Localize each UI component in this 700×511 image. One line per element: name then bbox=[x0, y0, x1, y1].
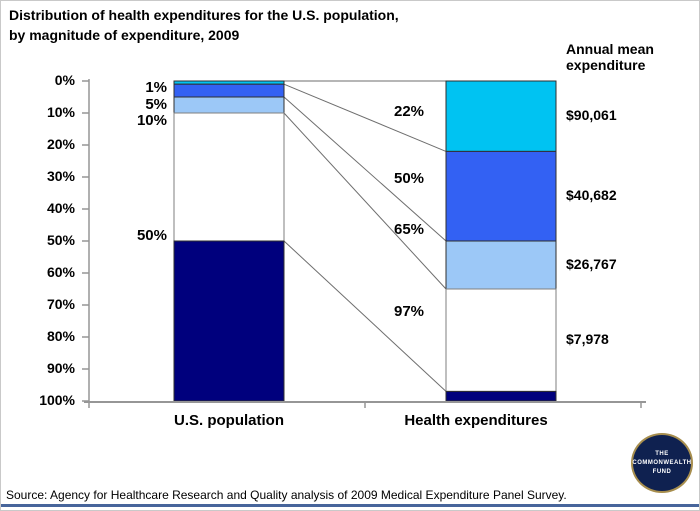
population-cumulative-label: 1% bbox=[145, 79, 167, 96]
annual-mean-value: $40,682 bbox=[566, 187, 617, 204]
logo-line-1: THE bbox=[655, 450, 669, 457]
y-tick-label: 90% bbox=[46, 360, 75, 376]
y-tick-label: 80% bbox=[46, 328, 75, 344]
expenditure-cumulative-label: 22% bbox=[393, 103, 425, 120]
bar-segment-expenditures-2 bbox=[445, 240, 557, 290]
y-tick-label: 100% bbox=[39, 392, 75, 408]
bar-segment-expenditures-4 bbox=[445, 390, 557, 402]
bar-segment-expenditures-0 bbox=[445, 80, 557, 152]
y-tick-label: 10% bbox=[46, 104, 75, 120]
y-tick-label: 70% bbox=[46, 296, 75, 312]
connector-line bbox=[283, 83, 447, 152]
y-tick-label: 60% bbox=[46, 264, 75, 280]
expenditure-cumulative-label: 65% bbox=[393, 221, 425, 238]
y-tick-label: 0% bbox=[54, 72, 75, 88]
bar-segment-population-3 bbox=[173, 112, 285, 242]
logo-line-2: COMMONWEALTH bbox=[632, 459, 692, 466]
bar-segment-population-1 bbox=[173, 83, 285, 98]
y-tick-label: 50% bbox=[46, 232, 75, 248]
bar-segment-population-2 bbox=[173, 96, 285, 114]
annual-mean-header: Annual mean expenditure bbox=[566, 41, 654, 74]
population-cumulative-label: 10% bbox=[136, 112, 167, 129]
bottom-rule bbox=[1, 504, 699, 507]
connector-line bbox=[283, 240, 447, 392]
connector-line bbox=[283, 112, 447, 290]
y-tick-label: 20% bbox=[46, 136, 75, 152]
category-label-us-population: U.S. population bbox=[174, 412, 284, 429]
bar-segment-expenditures-1 bbox=[445, 150, 557, 242]
population-cumulative-label: 50% bbox=[136, 227, 167, 244]
y-tick-label: 40% bbox=[46, 200, 75, 216]
logo-line-3: FUND bbox=[652, 468, 672, 475]
annual-mean-value: $90,061 bbox=[566, 107, 617, 124]
source-note: Source: Agency for Healthcare Research a… bbox=[6, 488, 567, 502]
expenditure-cumulative-label: 50% bbox=[393, 170, 425, 187]
annual-mean-value: $26,767 bbox=[566, 256, 617, 272]
population-cumulative-label: 5% bbox=[145, 96, 167, 113]
bar-segment-population-4 bbox=[173, 240, 285, 402]
connector-line bbox=[283, 96, 447, 242]
bar-segment-expenditures-3 bbox=[445, 288, 557, 392]
annual-mean-value: $7,978 bbox=[566, 331, 609, 348]
category-label-health-expenditures: Health expenditures bbox=[404, 412, 548, 429]
expenditure-cumulative-label: 97% bbox=[393, 303, 425, 320]
chart-title: Distribution of health expenditures for … bbox=[9, 7, 399, 43]
commonwealth-fund-logo: THE COMMONWEALTH FUND bbox=[631, 433, 693, 493]
y-tick-label: 30% bbox=[46, 168, 75, 184]
